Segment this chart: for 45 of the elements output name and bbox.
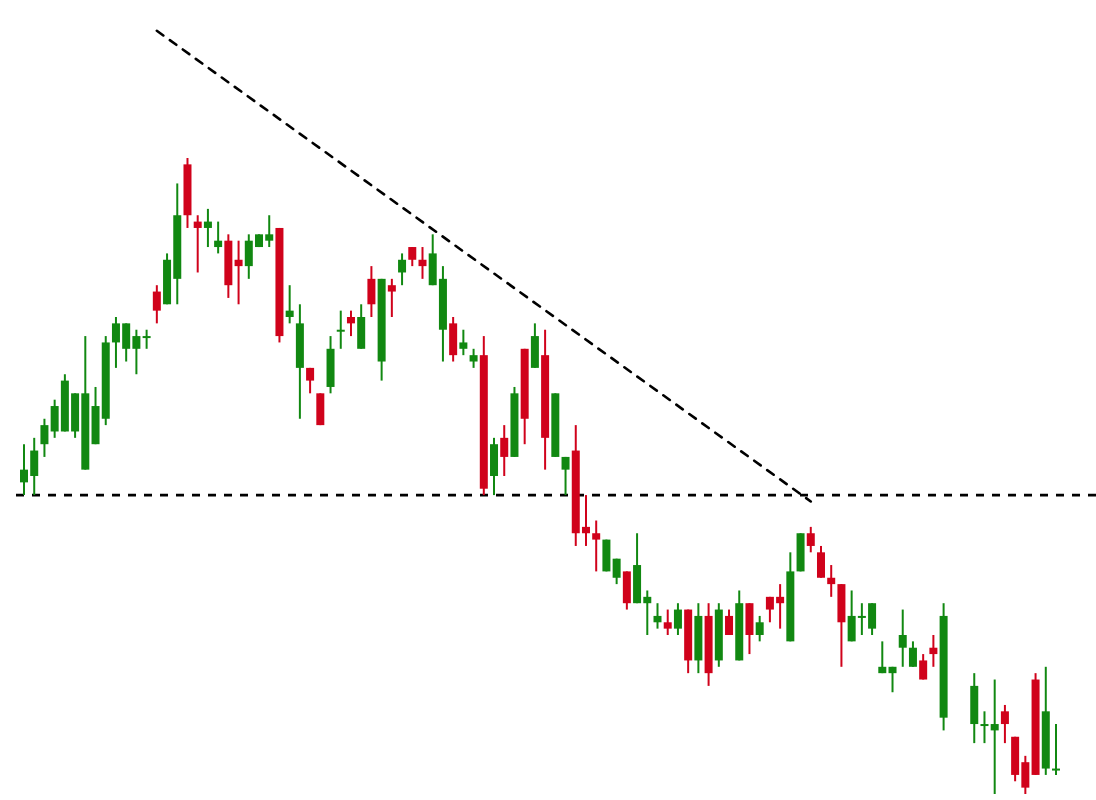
candlestick [346, 309, 355, 338]
candlestick [653, 602, 662, 630]
candlestick [929, 634, 938, 668]
candlestick [459, 328, 468, 357]
candlestick [336, 309, 345, 350]
candlestick [295, 303, 304, 420]
candlestick [418, 246, 427, 280]
candlestick [1000, 703, 1009, 745]
candlestick [449, 316, 458, 363]
candlestick [214, 220, 223, 255]
candlestick [908, 640, 917, 668]
candlestick [837, 583, 846, 668]
candlestick [398, 252, 407, 287]
candlestick [663, 608, 672, 636]
candlestick [530, 322, 539, 369]
candlestick [326, 335, 335, 395]
candlestick [673, 602, 682, 636]
candlestick [306, 366, 315, 395]
candlestick [152, 284, 161, 325]
candlestick [490, 436, 499, 497]
candlestick [357, 303, 366, 350]
candlestick [316, 392, 325, 427]
candlestick [745, 602, 754, 656]
candlestick [387, 277, 396, 318]
candlestick [898, 608, 907, 668]
candlestick [408, 246, 417, 268]
candlestick [1052, 723, 1060, 776]
candlestick [806, 525, 815, 554]
candlestick [561, 455, 570, 497]
candlestick [193, 214, 202, 274]
candlestick [500, 424, 509, 477]
candlestick [694, 602, 703, 675]
candlestick [970, 672, 979, 745]
candlestick [816, 544, 825, 579]
candlestick [827, 564, 836, 598]
candlestick [796, 532, 805, 573]
candlestick [367, 265, 376, 318]
candlestick [755, 614, 764, 643]
candlestick [592, 519, 601, 573]
candlestick [469, 347, 478, 369]
candlestick [725, 608, 734, 636]
candlestick [285, 284, 294, 325]
candlestick [919, 653, 928, 681]
candlestick [622, 570, 631, 611]
candlestick [203, 207, 212, 249]
